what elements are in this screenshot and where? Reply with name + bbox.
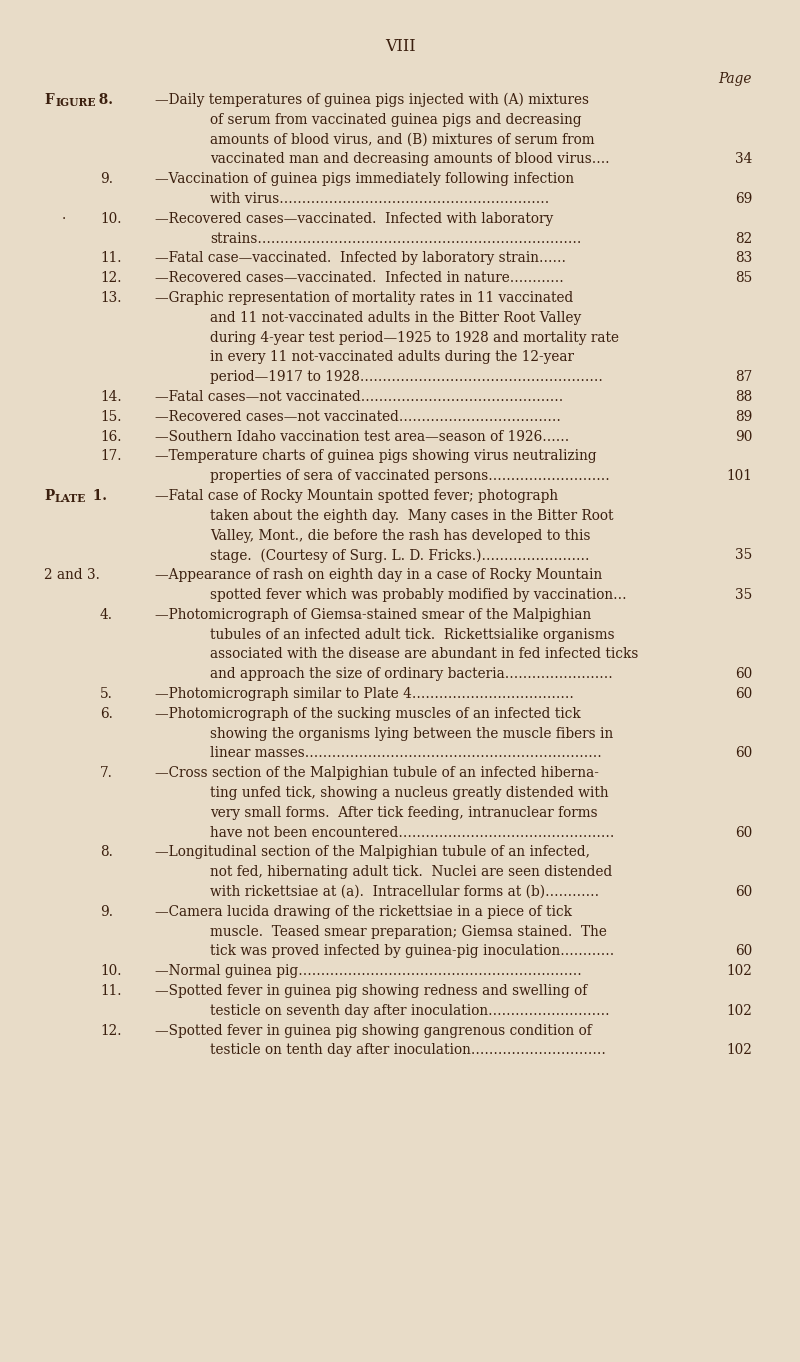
Text: 89: 89: [734, 410, 752, 424]
Text: stage.  (Courtesy of Surg. L. D. Fricks.)……………………: stage. (Courtesy of Surg. L. D. Fricks.)…: [210, 549, 590, 563]
Text: —Fatal cases—not vaccinated………………………………………: —Fatal cases—not vaccinated……………………………………: [155, 390, 563, 405]
Text: —Photomicrograph of the sucking muscles of an infected tick: —Photomicrograph of the sucking muscles …: [155, 707, 581, 720]
Text: —Recovered cases—vaccinated.  Infected with laboratory: —Recovered cases—vaccinated. Infected wi…: [155, 212, 554, 226]
Text: with rickettsiae at (a).  Intracellular forms at (b)…………: with rickettsiae at (a). Intracellular f…: [210, 885, 599, 899]
Text: 90: 90: [734, 429, 752, 444]
Text: linear masses…………………………………………………………: linear masses…………………………………………………………: [210, 746, 602, 760]
Text: showing the organisms lying between the muscle fibers in: showing the organisms lying between the …: [210, 726, 614, 741]
Text: —Fatal case of Rocky Mountain spotted fever; photograph: —Fatal case of Rocky Mountain spotted fe…: [155, 489, 558, 503]
Text: —Graphic representation of mortality rates in 11 vaccinated: —Graphic representation of mortality rat…: [155, 291, 574, 305]
Text: testicle on tenth day after inoculation…………………………: testicle on tenth day after inoculation……: [210, 1043, 606, 1057]
Text: 60: 60: [734, 667, 752, 681]
Text: 34: 34: [734, 153, 752, 166]
Text: 7.: 7.: [100, 767, 113, 780]
Text: 102: 102: [726, 964, 752, 978]
Text: 60: 60: [734, 746, 752, 760]
Text: associated with the disease are abundant in fed infected ticks: associated with the disease are abundant…: [210, 647, 638, 662]
Text: 83: 83: [734, 252, 752, 266]
Text: —Recovered cases—vaccinated.  Infected in nature…………: —Recovered cases—vaccinated. Infected in…: [155, 271, 564, 285]
Text: —Recovered cases—not vaccinated………………………………: —Recovered cases—not vaccinated…………………………: [155, 410, 561, 424]
Text: 87: 87: [734, 370, 752, 384]
Text: muscle.  Teased smear preparation; Giemsa stained.  The: muscle. Teased smear preparation; Giemsa…: [210, 925, 607, 938]
Text: 17.: 17.: [100, 449, 122, 463]
Text: 10.: 10.: [100, 964, 122, 978]
Text: —Normal guinea pig………………………………………………………: —Normal guinea pig………………………………………………………: [155, 964, 582, 978]
Text: 11.: 11.: [100, 252, 122, 266]
Text: in every 11 not-vaccinated adults during the 12-year: in every 11 not-vaccinated adults during…: [210, 350, 574, 365]
Text: testicle on seventh day after inoculation………………………: testicle on seventh day after inoculatio…: [210, 1004, 610, 1017]
Text: —Spotted fever in guinea pig showing redness and swelling of: —Spotted fever in guinea pig showing red…: [155, 983, 587, 998]
Text: 9.: 9.: [100, 904, 113, 919]
Text: —Camera lucida drawing of the rickettsiae in a piece of tick: —Camera lucida drawing of the rickettsia…: [155, 904, 572, 919]
Text: —Appearance of rash on eighth day in a case of Rocky Mountain: —Appearance of rash on eighth day in a c…: [155, 568, 602, 582]
Text: P: P: [44, 489, 54, 503]
Text: Page: Page: [718, 72, 752, 86]
Text: 60: 60: [734, 686, 752, 701]
Text: 12.: 12.: [100, 271, 122, 285]
Text: —Fatal case—vaccinated.  Infected by laboratory strain……: —Fatal case—vaccinated. Infected by labo…: [155, 252, 566, 266]
Text: 35: 35: [734, 588, 752, 602]
Text: tick was proved infected by guinea-pig inoculation…………: tick was proved infected by guinea-pig i…: [210, 944, 614, 959]
Text: 12.: 12.: [100, 1024, 122, 1038]
Text: spotted fever which was probably modified by vaccination…: spotted fever which was probably modifie…: [210, 588, 626, 602]
Text: with virus……………………………………………………: with virus……………………………………………………: [210, 192, 550, 206]
Text: taken about the eighth day.  Many cases in the Bitter Root: taken about the eighth day. Many cases i…: [210, 509, 614, 523]
Text: tubules of an infected adult tick.  Rickettsialike organisms: tubules of an infected adult tick. Ricke…: [210, 628, 614, 642]
Text: during 4-year test period—1925 to 1928 and mortality rate: during 4-year test period—1925 to 1928 a…: [210, 331, 619, 345]
Text: of serum from vaccinated guinea pigs and decreasing: of serum from vaccinated guinea pigs and…: [210, 113, 582, 127]
Text: 60: 60: [734, 825, 752, 839]
Text: ·: ·: [62, 212, 66, 226]
Text: —Longitudinal section of the Malpighian tubule of an infected,: —Longitudinal section of the Malpighian …: [155, 846, 590, 859]
Text: 8.: 8.: [94, 93, 113, 108]
Text: 5.: 5.: [100, 686, 113, 701]
Text: 101: 101: [726, 469, 752, 484]
Text: —Photomicrograph of Giemsa-stained smear of the Malpighian: —Photomicrograph of Giemsa-stained smear…: [155, 607, 591, 622]
Text: 82: 82: [734, 232, 752, 245]
Text: 8.: 8.: [100, 846, 113, 859]
Text: 102: 102: [726, 1004, 752, 1017]
Text: 88: 88: [734, 390, 752, 405]
Text: ting unfed tick, showing a nucleus greatly distended with: ting unfed tick, showing a nucleus great…: [210, 786, 609, 799]
Text: —Cross section of the Malpighian tubule of an infected hiberna-: —Cross section of the Malpighian tubule …: [155, 767, 599, 780]
Text: 2 and 3.: 2 and 3.: [44, 568, 100, 582]
Text: 14.: 14.: [100, 390, 122, 405]
Text: have not been encountered…………………………………………: have not been encountered…………………………………………: [210, 825, 614, 839]
Text: —Spotted fever in guinea pig showing gangrenous condition of: —Spotted fever in guinea pig showing gan…: [155, 1024, 592, 1038]
Text: very small forms.  After tick feeding, intranuclear forms: very small forms. After tick feeding, in…: [210, 806, 598, 820]
Text: and approach the size of ordinary bacteria……………………: and approach the size of ordinary bacter…: [210, 667, 613, 681]
Text: period—1917 to 1928………………………………………………: period—1917 to 1928………………………………………………: [210, 370, 603, 384]
Text: F: F: [44, 93, 54, 108]
Text: 15.: 15.: [100, 410, 122, 424]
Text: not fed, hibernating adult tick.  Nuclei are seen distended: not fed, hibernating adult tick. Nuclei …: [210, 865, 612, 880]
Text: IGURE: IGURE: [55, 97, 96, 108]
Text: LATE: LATE: [54, 493, 86, 504]
Text: 9.: 9.: [100, 172, 113, 187]
Text: 60: 60: [734, 885, 752, 899]
Text: 6.: 6.: [100, 707, 113, 720]
Text: 4.: 4.: [100, 607, 113, 622]
Text: —Temperature charts of guinea pigs showing virus neutralizing: —Temperature charts of guinea pigs showi…: [155, 449, 597, 463]
Text: 60: 60: [734, 944, 752, 959]
Text: 13.: 13.: [100, 291, 122, 305]
Text: 11.: 11.: [100, 983, 122, 998]
Text: 1.: 1.: [88, 489, 107, 503]
Text: 16.: 16.: [100, 429, 122, 444]
Text: Valley, Mont., die before the rash has developed to this: Valley, Mont., die before the rash has d…: [210, 528, 590, 542]
Text: 35: 35: [734, 549, 752, 563]
Text: strains………………………………………………………………: strains………………………………………………………………: [210, 232, 582, 245]
Text: 102: 102: [726, 1043, 752, 1057]
Text: —Southern Idaho vaccination test area—season of 1926……: —Southern Idaho vaccination test area—se…: [155, 429, 570, 444]
Text: 85: 85: [734, 271, 752, 285]
Text: —Photomicrograph similar to Plate 4………………………………: —Photomicrograph similar to Plate 4………………: [155, 686, 574, 701]
Text: VIII: VIII: [385, 38, 415, 54]
Text: amounts of blood virus, and (B) mixtures of serum from: amounts of blood virus, and (B) mixtures…: [210, 132, 594, 147]
Text: —Daily temperatures of guinea pigs injected with (A) mixtures: —Daily temperatures of guinea pigs injec…: [155, 93, 589, 108]
Text: properties of sera of vaccinated persons………………………: properties of sera of vaccinated persons…: [210, 469, 610, 484]
Text: and 11 not-vaccinated adults in the Bitter Root Valley: and 11 not-vaccinated adults in the Bitt…: [210, 311, 582, 324]
Text: 10.: 10.: [100, 212, 122, 226]
Text: —Vaccination of guinea pigs immediately following infection: —Vaccination of guinea pigs immediately …: [155, 172, 574, 187]
Text: vaccinated man and decreasing amounts of blood virus….: vaccinated man and decreasing amounts of…: [210, 153, 610, 166]
Text: 69: 69: [734, 192, 752, 206]
